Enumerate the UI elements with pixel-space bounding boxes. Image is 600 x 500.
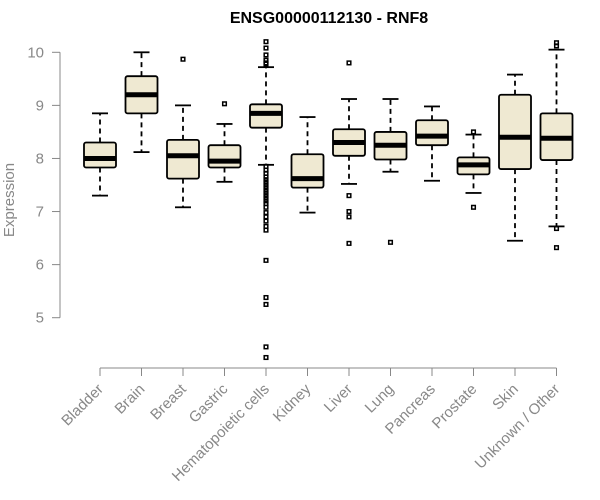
outlier-point <box>221 101 228 107</box>
outlier-point <box>263 61 269 67</box>
outlier-point <box>263 39 269 45</box>
box-group <box>249 39 283 361</box>
outlier-point <box>263 45 269 51</box>
outlier-point <box>263 344 269 350</box>
outlier-point <box>263 218 269 224</box>
outlier-point <box>263 198 269 204</box>
box-group <box>415 105 449 182</box>
outlier-point <box>263 52 269 58</box>
outlier-point <box>263 354 269 361</box>
outlier-point <box>387 239 394 245</box>
box-group <box>498 73 532 242</box>
iqr-box <box>498 93 532 170</box>
plot-area <box>83 39 574 361</box>
outlier-point <box>346 208 352 215</box>
y-tick-label: 10 <box>27 44 44 61</box>
box-group <box>166 56 200 209</box>
box-group <box>373 98 408 245</box>
outlier-point <box>263 190 269 196</box>
x-tick-label: Liver <box>321 381 356 416</box>
y-tick-label: 6 <box>36 257 44 274</box>
y-axis: 5 6 7 8 9 10 <box>27 44 61 327</box>
box-group <box>539 40 574 251</box>
outlier-point <box>263 301 269 307</box>
outlier-point <box>263 179 269 185</box>
y-axis-label: Expression <box>1 163 18 237</box>
outlier-point <box>263 257 269 263</box>
outlier-point <box>346 214 352 220</box>
outlier-point <box>263 227 269 233</box>
outlier-point <box>263 182 269 188</box>
y-tick-label: 8 <box>36 150 44 167</box>
y-tick-label: 5 <box>36 310 44 327</box>
box-group <box>83 112 117 197</box>
outlier-point <box>263 210 269 216</box>
outlier-point <box>263 214 269 220</box>
y-tick-label: 9 <box>36 97 44 114</box>
outlier-point <box>263 204 269 210</box>
box-group <box>124 51 159 153</box>
outlier-point <box>346 193 352 199</box>
outlier-point <box>263 177 269 183</box>
outlier-point <box>180 56 186 62</box>
outlier-point <box>470 129 477 135</box>
outlier-point <box>263 187 269 193</box>
x-tick-label: Lung <box>362 381 398 417</box>
x-tick-label: Kidney <box>270 380 315 425</box>
outlier-point <box>263 174 269 180</box>
iqr-box <box>83 141 117 169</box>
outlier-point <box>470 204 477 210</box>
box-group <box>207 101 242 183</box>
y-tick-label: 7 <box>36 204 44 221</box>
box-group <box>290 116 325 214</box>
x-tick-label: Bladder <box>58 381 107 430</box>
outlier-point <box>263 185 269 191</box>
outlier-point <box>263 195 269 201</box>
x-tick-label: Prostate <box>429 381 481 433</box>
outlier-point <box>553 43 560 49</box>
iqr-box <box>415 119 449 147</box>
outlier-point <box>263 294 269 301</box>
iqr-box <box>249 103 283 129</box>
iqr-box <box>207 144 242 169</box>
x-tick-label: Skin <box>489 381 522 414</box>
outlier-point <box>553 225 560 232</box>
iqr-box <box>166 138 200 180</box>
x-tick-label: Breast <box>147 380 190 423</box>
chart-title: ENSG00000112130 - RNF8 <box>230 10 428 27</box>
outlier-point <box>263 193 269 199</box>
x-tick-label: Brain <box>112 381 149 418</box>
iqr-box <box>290 153 325 189</box>
box-group <box>456 129 491 210</box>
outlier-point <box>346 60 352 66</box>
box-group <box>332 60 366 246</box>
outlier-point <box>553 245 560 251</box>
outlier-point <box>346 240 352 246</box>
